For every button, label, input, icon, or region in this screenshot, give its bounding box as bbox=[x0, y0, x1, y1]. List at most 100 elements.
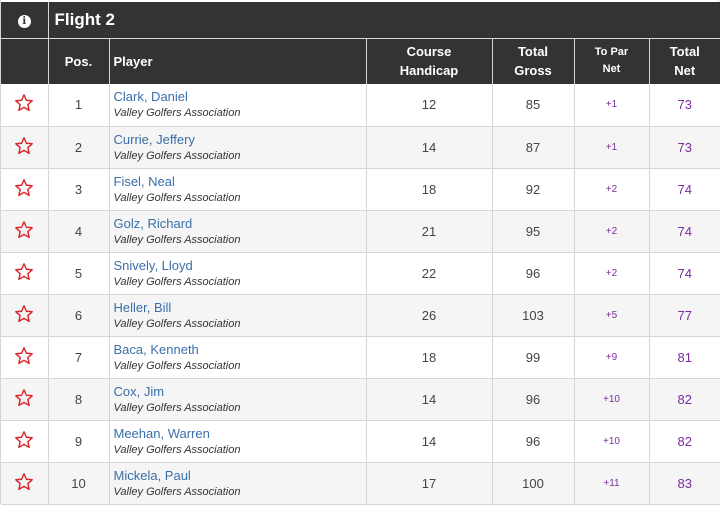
player-association: Valley Golfers Association bbox=[113, 359, 241, 372]
to-par-net-cell: +2 bbox=[574, 168, 650, 211]
course-handicap-cell: 14 bbox=[366, 420, 493, 463]
header-total-gross-line1: Total bbox=[517, 44, 549, 60]
total-net-cell: 82 bbox=[649, 378, 721, 421]
to-par-net-cell: +5 bbox=[574, 294, 650, 337]
to-par-net-cell: +2 bbox=[574, 210, 650, 253]
course-handicap-cell: 18 bbox=[366, 336, 493, 379]
header-favorite bbox=[1, 37, 49, 84]
player-name-link[interactable]: Clark, Daniel bbox=[113, 89, 188, 105]
to-par-net-cell: +9 bbox=[574, 336, 650, 379]
to-par-net-cell: +2 bbox=[574, 252, 650, 295]
total-gross-cell: 96 bbox=[492, 420, 575, 463]
player-cell: Cox, Jim Valley Golfers Association bbox=[109, 378, 367, 421]
header-to-par-line1: To Par bbox=[594, 46, 629, 59]
star-icon[interactable] bbox=[14, 346, 34, 366]
total-net-cell: 83 bbox=[649, 462, 721, 505]
total-gross-cell: 92 bbox=[492, 168, 575, 211]
total-gross-cell: 85 bbox=[492, 84, 575, 127]
total-net-cell: 73 bbox=[649, 126, 721, 169]
player-cell: Clark, Daniel Valley Golfers Association bbox=[109, 84, 367, 127]
favorite-cell bbox=[1, 378, 49, 421]
player-name-link[interactable]: Baca, Kenneth bbox=[113, 341, 199, 357]
pos-cell: 5 bbox=[48, 252, 110, 295]
total-net-cell: 73 bbox=[649, 84, 721, 127]
table-row: 6 Heller, Bill Valley Golfers Associatio… bbox=[1, 294, 721, 337]
flight-title: Flight 2 bbox=[48, 2, 721, 38]
to-par-net-cell: +10 bbox=[574, 378, 650, 421]
player-association: Valley Golfers Association bbox=[113, 149, 241, 162]
table-row: 3 Fisel, Neal Valley Golfers Association… bbox=[1, 168, 721, 211]
total-gross-cell: 87 bbox=[492, 126, 575, 169]
pos-cell: 8 bbox=[48, 378, 110, 421]
player-name-link[interactable]: Mickela, Paul bbox=[113, 467, 191, 483]
player-name-link[interactable]: Meehan, Warren bbox=[113, 425, 210, 441]
to-par-net-cell: +10 bbox=[574, 420, 650, 463]
star-icon[interactable] bbox=[14, 262, 34, 282]
player-cell: Heller, Bill Valley Golfers Association bbox=[109, 294, 367, 337]
player-association: Valley Golfers Association bbox=[113, 443, 241, 456]
favorite-cell bbox=[1, 210, 49, 253]
leaderboard-body: 1 Clark, Daniel Valley Golfers Associati… bbox=[1, 84, 721, 505]
player-name-link[interactable]: Fisel, Neal bbox=[113, 173, 175, 189]
player-name-link[interactable]: Cox, Jim bbox=[113, 383, 165, 399]
star-icon[interactable] bbox=[14, 388, 34, 408]
pos-cell: 3 bbox=[48, 168, 110, 211]
header-pos[interactable]: Pos. bbox=[48, 37, 110, 84]
star-icon[interactable] bbox=[14, 472, 34, 492]
header-total-net[interactable]: Total Net bbox=[649, 37, 721, 84]
pos-cell: 7 bbox=[48, 336, 110, 379]
table-row: 7 Baca, Kenneth Valley Golfers Associati… bbox=[1, 336, 721, 379]
star-icon[interactable] bbox=[14, 93, 34, 113]
info-cell[interactable]: i bbox=[1, 2, 49, 38]
favorite-cell bbox=[1, 294, 49, 337]
player-name-link[interactable]: Heller, Bill bbox=[113, 299, 172, 315]
flight-header-row: i Flight 2 bbox=[1, 2, 721, 38]
player-name-link[interactable]: Golz, Richard bbox=[113, 215, 193, 231]
header-total-net-line1: Total bbox=[669, 44, 700, 60]
player-cell: Mickela, Paul Valley Golfers Association bbox=[109, 462, 367, 505]
player-association: Valley Golfers Association bbox=[113, 191, 241, 204]
table-row: 9 Meehan, Warren Valley Golfers Associat… bbox=[1, 420, 721, 463]
header-to-par-line2: Net bbox=[602, 63, 621, 76]
player-association: Valley Golfers Association bbox=[113, 317, 241, 330]
player-cell: Currie, Jeffery Valley Golfers Associati… bbox=[109, 126, 367, 169]
table-row: 5 Snively, Lloyd Valley Golfers Associat… bbox=[1, 252, 721, 295]
total-gross-cell: 99 bbox=[492, 336, 575, 379]
total-net-cell: 74 bbox=[649, 252, 721, 295]
header-total-gross[interactable]: Total Gross bbox=[492, 37, 575, 84]
player-cell: Meehan, Warren Valley Golfers Associatio… bbox=[109, 420, 367, 463]
info-icon[interactable]: i bbox=[17, 14, 31, 28]
course-handicap-cell: 14 bbox=[366, 378, 493, 421]
header-to-par-net[interactable]: To Par Net bbox=[574, 37, 650, 84]
total-net-cell: 82 bbox=[649, 420, 721, 463]
to-par-net-cell: +1 bbox=[574, 84, 650, 127]
star-icon[interactable] bbox=[14, 136, 34, 156]
pos-cell: 1 bbox=[48, 84, 110, 127]
player-name-link[interactable]: Currie, Jeffery bbox=[113, 131, 195, 147]
course-handicap-cell: 21 bbox=[366, 210, 493, 253]
star-icon[interactable] bbox=[14, 178, 34, 198]
course-handicap-cell: 26 bbox=[366, 294, 493, 337]
header-player[interactable]: Player bbox=[109, 37, 367, 84]
table-row: 1 Clark, Daniel Valley Golfers Associati… bbox=[1, 84, 721, 127]
player-association: Valley Golfers Association bbox=[113, 107, 241, 120]
to-par-net-cell: +11 bbox=[574, 462, 650, 505]
player-cell: Snively, Lloyd Valley Golfers Associatio… bbox=[109, 252, 367, 295]
favorite-cell bbox=[1, 168, 49, 211]
player-name-link[interactable]: Snively, Lloyd bbox=[113, 257, 193, 273]
star-icon[interactable] bbox=[14, 304, 34, 324]
player-association: Valley Golfers Association bbox=[113, 233, 241, 246]
star-icon[interactable] bbox=[14, 430, 34, 450]
header-course-handicap[interactable]: Course Handicap bbox=[366, 37, 493, 84]
header-total-gross-line2: Gross bbox=[514, 63, 552, 79]
favorite-cell bbox=[1, 126, 49, 169]
course-handicap-cell: 22 bbox=[366, 252, 493, 295]
star-icon[interactable] bbox=[14, 220, 34, 240]
pos-cell: 4 bbox=[48, 210, 110, 253]
total-gross-cell: 103 bbox=[492, 294, 575, 337]
favorite-cell bbox=[1, 252, 49, 295]
top-gap bbox=[1, 0, 718, 2]
total-net-cell: 81 bbox=[649, 336, 721, 379]
player-cell: Baca, Kenneth Valley Golfers Association bbox=[109, 336, 367, 379]
